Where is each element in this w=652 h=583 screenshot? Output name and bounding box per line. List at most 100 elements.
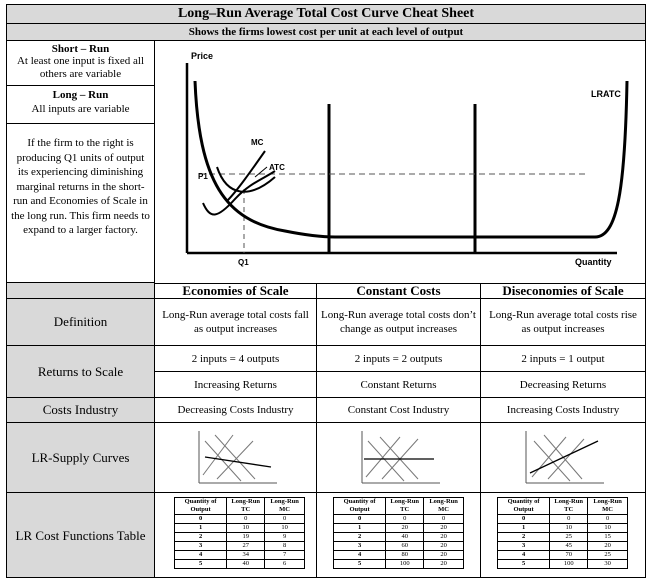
- cheat-sheet: Long–Run Average Total Cost Curve Cheat …: [6, 4, 646, 578]
- mini-table-cell: 0: [385, 514, 425, 524]
- long-run-box: Long – Run All inputs are variable: [7, 86, 155, 124]
- mini-table-cell: 5: [332, 559, 387, 569]
- mini-table-cell: 4: [332, 550, 387, 560]
- mini-table-row: 4 80 20: [332, 550, 464, 560]
- supply-graph-diseconomies: [481, 423, 645, 493]
- mini-table-row: 5 40 6: [173, 559, 305, 569]
- mini-table-header-cell: Long-Run MC: [423, 497, 464, 515]
- lr-cost-table-economies: Quantity of Output Long-Run TC Long-Run MC…: [173, 497, 305, 569]
- returns-name-diseconomies: Decreasing Returns: [481, 372, 645, 398]
- mini-table-row: 4 70 25: [496, 550, 628, 560]
- mini-table-cell: 19: [226, 532, 266, 542]
- mini-table-cell: 20: [423, 532, 464, 542]
- row-label-lrcost: LR Cost Functions Table: [7, 493, 155, 577]
- lrcost-economies-cell: [155, 493, 317, 577]
- p1-label: P1: [198, 172, 208, 181]
- mini-table-cell: 15: [587, 532, 628, 542]
- mini-table-header-cell: Quantity of Output: [173, 497, 228, 515]
- mini-table-cell: 30: [587, 559, 628, 569]
- short-run-box: Short – Run At least one input is fixed …: [7, 41, 155, 86]
- mini-table-row: 3 60 20: [332, 541, 464, 551]
- mini-table-row: 3 45 20: [496, 541, 628, 551]
- mini-table-cell: 0: [549, 514, 589, 524]
- mini-table-header-cell: Quantity of Output: [496, 497, 551, 515]
- mini-table-cell: 70: [549, 550, 589, 560]
- returns-inputs-diseconomies: 2 inputs = 1 output: [481, 346, 645, 372]
- mini-table-cell: 3: [332, 541, 387, 551]
- supply-graph-constant: [317, 423, 481, 493]
- corner-cell: [7, 283, 155, 299]
- col-header-constant: Constant Costs: [317, 283, 481, 299]
- mini-table-cell: 20: [587, 541, 628, 551]
- mini-table-cell: 20: [423, 523, 464, 533]
- mini-table-cell: 9: [264, 532, 305, 542]
- mini-table-cell: 4: [496, 550, 551, 560]
- row-label-supply: LR-Supply Curves: [7, 423, 155, 493]
- mc-curve: [226, 150, 266, 202]
- mini-table-cell: 2: [332, 532, 387, 542]
- definition-constant: Long-Run average total costs don’t chang…: [317, 299, 481, 346]
- mini-table-row: 2 19 9: [173, 532, 305, 542]
- supply-graph-economies: [155, 423, 317, 493]
- supply-economies-svg: [198, 430, 277, 483]
- mini-table-cell: 10: [587, 523, 628, 533]
- lrcost-constant-cell: [317, 493, 481, 577]
- mini-table-header-cell: Long-Run MC: [264, 497, 305, 515]
- mini-table-cell: 0: [173, 514, 228, 524]
- supply-diseconomies-svg: [525, 430, 604, 483]
- mini-table-cell: 1: [496, 523, 551, 533]
- mini-table-header-row: Quantity of Output Long-Run TC Long-Run MC: [496, 497, 628, 515]
- row-label-returns: Returns to Scale: [7, 346, 155, 398]
- mini-table-cell: 2: [496, 532, 551, 542]
- mini-table-cell: 10: [549, 523, 589, 533]
- lratc-graph-svg: Price Quantity P1 Q1 LRATC MC ATC: [185, 51, 629, 267]
- mini-table-cell: 8: [264, 541, 305, 551]
- mini-table-cell: 34: [226, 550, 266, 560]
- costs-economies: Decreasing Costs Industry: [155, 398, 317, 423]
- mini-table-row: 1 20 20: [332, 523, 464, 533]
- mini-table-cell: 0: [226, 514, 266, 524]
- mini-table-cell: 5: [496, 559, 551, 569]
- col-header-economies: Economies of Scale: [155, 283, 317, 299]
- long-run-text: All inputs are variable: [31, 103, 130, 115]
- mini-table-cell: 20: [423, 550, 464, 560]
- mini-table-cell: 3: [496, 541, 551, 551]
- mini-table-header-cell: Long-Run TC: [385, 497, 425, 515]
- short-run-title: Short – Run: [51, 43, 110, 55]
- mini-table-row: 2 40 20: [332, 532, 464, 542]
- mini-table-cell: 6: [264, 559, 305, 569]
- mini-table-cell: 45: [549, 541, 589, 551]
- mini-table-header-row: Quantity of Output Long-Run TC Long-Run MC: [332, 497, 464, 515]
- mini-table-cell: 80: [385, 550, 425, 560]
- lratc-curve: [193, 80, 629, 239]
- returns-name-economies: Increasing Returns: [155, 372, 317, 398]
- mini-table-row: 4 34 7: [173, 550, 305, 560]
- definition-diseconomies: Long-Run average total costs rise as out…: [481, 299, 645, 346]
- mini-table-cell: 1: [173, 523, 228, 533]
- supply-constant-svg: [361, 430, 440, 483]
- mini-table-cell: 25: [587, 550, 628, 560]
- costs-constant: Constant Cost Industry: [317, 398, 481, 423]
- lratc-label: LRATC: [591, 89, 621, 99]
- mini-table-header-row: Quantity of Output Long-Run TC Long-Run MC: [173, 497, 305, 515]
- mini-table-cell: 10: [226, 523, 266, 533]
- mini-table-cell: 0: [423, 514, 464, 524]
- sheet-title: Long–Run Average Total Cost Curve Cheat …: [7, 5, 645, 24]
- mini-table-header-cell: Long-Run TC: [549, 497, 589, 515]
- mini-table-cell: 1: [332, 523, 387, 533]
- col-header-diseconomies: Diseconomies of Scale: [481, 283, 645, 299]
- mini-table-cell: 0: [264, 514, 305, 524]
- mc-label: MC: [251, 138, 264, 147]
- mini-table-cell: 4: [173, 550, 228, 560]
- sheet-subtitle: Shows the firms lowest cost per unit at …: [7, 24, 645, 41]
- lr-cost-table-diseconomies: Quantity of Output Long-Run TC Long-Run MC…: [496, 497, 628, 569]
- costs-diseconomies: Increasing Costs Industry: [481, 398, 645, 423]
- returns-inputs-economies: 2 inputs = 4 outputs: [155, 346, 317, 372]
- row-label-definition: Definition: [7, 299, 155, 346]
- mini-table-cell: 27: [226, 541, 266, 551]
- row-label-costs: Costs Industry: [7, 398, 155, 423]
- mini-table-cell: 2: [173, 532, 228, 542]
